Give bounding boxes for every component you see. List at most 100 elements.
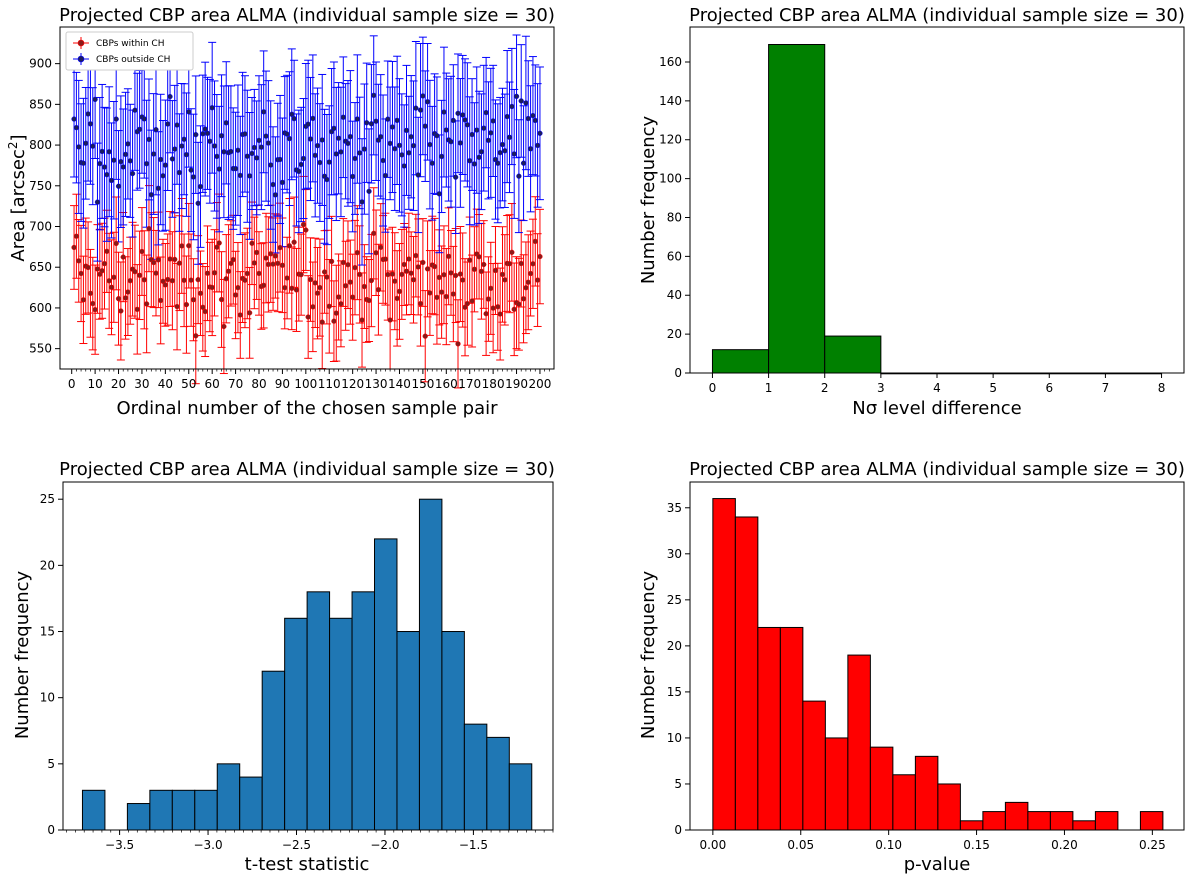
histogram-bar — [757, 626, 781, 831]
data-point — [284, 275, 290, 281]
data-point — [342, 283, 349, 289]
data-point — [235, 285, 241, 291]
data-point — [272, 192, 279, 198]
data-point — [94, 266, 101, 272]
data-point — [525, 279, 531, 285]
data-point — [410, 143, 417, 149]
legend-label-within: CBPs within CH — [96, 39, 165, 49]
data-point — [249, 150, 255, 157]
data-point — [340, 114, 346, 120]
data-point — [174, 303, 180, 310]
data-point — [431, 263, 438, 270]
data-point — [146, 226, 152, 232]
data-point — [218, 296, 225, 303]
data-point — [359, 199, 365, 205]
data-point — [214, 153, 220, 160]
data-point — [436, 274, 442, 281]
data-point — [120, 164, 126, 170]
data-point — [534, 277, 541, 283]
x-tick-label: 180 — [482, 377, 505, 391]
data-point — [340, 259, 346, 266]
data-point — [165, 276, 171, 283]
data-point — [525, 115, 531, 122]
y-tick-label: 15 — [40, 625, 55, 639]
data-point — [246, 310, 253, 316]
data-point — [406, 256, 412, 262]
x-tick-label: 150 — [411, 377, 434, 391]
y-tick-label: 20 — [40, 558, 55, 572]
legend-box — [65, 31, 194, 71]
data-point — [125, 141, 131, 147]
y-axis-label-suffix: ] — [8, 134, 29, 141]
data-point — [73, 233, 80, 239]
data-point — [293, 287, 300, 293]
data-point — [232, 166, 239, 172]
data-point — [277, 244, 283, 251]
data-point — [223, 276, 229, 282]
x-tick-label: 0.10 — [875, 838, 902, 852]
data-point — [396, 288, 403, 295]
data-point — [481, 125, 487, 131]
data-point — [111, 274, 117, 280]
data-point — [380, 157, 386, 164]
data-point — [99, 268, 105, 274]
data-point — [141, 116, 147, 122]
data-point — [136, 126, 143, 133]
data-point — [387, 140, 393, 147]
data-point — [134, 306, 140, 313]
data-point — [485, 137, 492, 144]
data-point — [333, 151, 339, 157]
y-tick-label: 5 — [47, 757, 55, 771]
data-point — [415, 172, 421, 178]
data-point — [324, 176, 330, 183]
data-point — [167, 93, 173, 100]
x-tick-label: 0.05 — [787, 838, 814, 852]
histogram-bar — [712, 498, 736, 831]
data-point — [305, 314, 311, 320]
data-point — [188, 277, 194, 283]
data-point — [202, 308, 208, 315]
x-tick-label: 3 — [877, 381, 885, 395]
data-point — [485, 296, 492, 302]
data-point — [181, 277, 187, 283]
data-point — [256, 137, 262, 144]
data-point — [249, 240, 255, 246]
x-tick-label: −2.5 — [282, 838, 311, 852]
data-point — [399, 271, 405, 278]
data-point — [153, 127, 159, 133]
chart-title-ttest: Projected CBP area ALMA (individual samp… — [59, 459, 555, 480]
data-point — [378, 134, 384, 140]
data-point — [455, 341, 461, 347]
data-point — [111, 157, 117, 163]
data-point — [509, 103, 515, 110]
data-point — [122, 295, 129, 301]
data-point — [530, 261, 536, 267]
data-point — [389, 124, 396, 130]
histogram-bar — [239, 776, 263, 831]
data-point — [537, 253, 543, 260]
chart-title-errorbar: Projected CBP area ALMA (individual samp… — [59, 5, 555, 26]
data-point — [268, 251, 274, 257]
data-point — [345, 262, 351, 268]
x-tick-label: 30 — [134, 377, 149, 391]
histogram-bar — [194, 789, 218, 831]
data-point — [160, 173, 166, 179]
data-point — [92, 307, 98, 313]
data-point — [394, 295, 400, 302]
data-point — [232, 292, 239, 298]
y-tick-label: 80 — [667, 210, 682, 224]
data-point — [251, 260, 257, 266]
y-tick-label: 5 — [674, 777, 682, 791]
y-tick-label: 0 — [47, 823, 55, 837]
bars-nsigma — [711, 43, 1163, 375]
data-point — [223, 120, 229, 126]
histogram-bar — [892, 774, 916, 831]
x-tick-label: 50 — [181, 377, 196, 391]
data-point — [179, 243, 185, 249]
histogram-bar — [1072, 820, 1096, 831]
data-point — [125, 289, 131, 295]
histogram-bar — [418, 498, 443, 831]
data-point — [471, 266, 478, 272]
data-point — [132, 269, 138, 275]
data-point — [143, 301, 150, 307]
